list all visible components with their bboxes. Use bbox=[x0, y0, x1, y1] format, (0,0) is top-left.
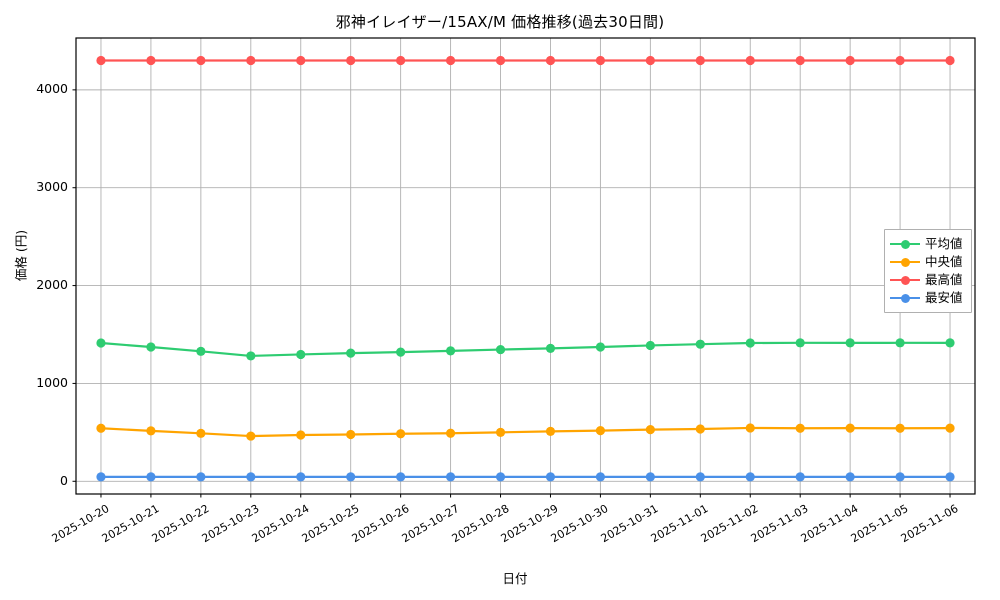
data-point bbox=[445, 428, 456, 438]
data-point bbox=[845, 338, 855, 348]
data-point bbox=[645, 425, 655, 435]
data-point bbox=[96, 55, 106, 66]
data-point bbox=[396, 55, 406, 66]
data-point bbox=[895, 472, 905, 482]
y-tick-label: 0 bbox=[60, 472, 68, 488]
data-point bbox=[645, 55, 655, 66]
data-point bbox=[495, 55, 506, 66]
series-line-0 bbox=[99, 341, 952, 358]
data-point bbox=[795, 338, 805, 348]
data-point bbox=[296, 55, 306, 66]
data-point bbox=[795, 55, 805, 66]
legend-swatch-icon bbox=[890, 255, 920, 269]
data-point bbox=[146, 426, 156, 436]
data-point bbox=[246, 431, 256, 441]
data-point bbox=[196, 346, 206, 356]
data-point bbox=[296, 349, 306, 360]
data-point bbox=[945, 472, 955, 482]
data-point bbox=[396, 472, 406, 482]
data-point bbox=[745, 423, 755, 433]
data-point bbox=[396, 347, 406, 357]
data-point bbox=[745, 472, 755, 482]
data-point bbox=[445, 55, 456, 66]
legend-item-2[interactable]: 最高値 bbox=[890, 271, 965, 289]
data-point bbox=[196, 472, 206, 482]
data-point bbox=[346, 429, 356, 440]
legend-label: 最高値 bbox=[925, 272, 963, 287]
data-point bbox=[895, 55, 905, 66]
legend-item-0[interactable]: 平均値 bbox=[890, 235, 965, 253]
chart-legend: 平均値中央値最高値最安値 bbox=[884, 229, 972, 313]
data-point bbox=[196, 55, 206, 66]
data-point bbox=[595, 55, 606, 66]
y-tick-label: 4000 bbox=[36, 81, 68, 97]
data-point bbox=[795, 423, 805, 433]
data-point bbox=[445, 346, 456, 356]
data-point bbox=[96, 423, 106, 433]
data-point bbox=[645, 472, 655, 482]
data-point bbox=[745, 338, 755, 348]
data-point bbox=[645, 340, 655, 351]
legend-label: 最安値 bbox=[925, 290, 963, 305]
data-point bbox=[346, 55, 356, 66]
data-point bbox=[146, 55, 156, 66]
legend-label: 平均値 bbox=[925, 236, 963, 251]
axes-frame bbox=[75, 37, 976, 495]
data-point bbox=[246, 351, 256, 361]
data-point bbox=[346, 472, 356, 482]
data-point bbox=[396, 429, 406, 439]
data-point bbox=[545, 343, 556, 353]
data-point bbox=[296, 430, 306, 440]
data-point bbox=[595, 425, 606, 436]
data-point bbox=[845, 423, 855, 433]
data-point bbox=[545, 472, 556, 482]
data-point bbox=[895, 338, 905, 348]
chart-title: 邪神イレイザー/15AX/M 価格推移(過去30日間) bbox=[335, 13, 665, 31]
data-point bbox=[146, 342, 156, 352]
data-point bbox=[595, 472, 606, 482]
data-point bbox=[495, 344, 506, 355]
data-point bbox=[945, 55, 955, 66]
data-point bbox=[895, 423, 905, 433]
y-tick-label: 1000 bbox=[36, 374, 68, 390]
data-point bbox=[545, 426, 556, 436]
x-axis-label: 日付 bbox=[502, 571, 528, 586]
legend-swatch-icon bbox=[890, 291, 920, 305]
data-point bbox=[795, 472, 805, 482]
data-point bbox=[196, 428, 206, 438]
data-point bbox=[445, 472, 456, 482]
data-point bbox=[495, 427, 506, 437]
data-point bbox=[246, 472, 256, 482]
data-point bbox=[745, 55, 755, 66]
legend-item-1[interactable]: 中央値 bbox=[890, 253, 965, 271]
data-point bbox=[695, 339, 705, 349]
data-point bbox=[845, 472, 855, 482]
data-point bbox=[495, 472, 506, 482]
data-point bbox=[545, 55, 556, 66]
data-point bbox=[945, 423, 955, 433]
y-tick-label: 3000 bbox=[36, 179, 68, 195]
data-point bbox=[346, 348, 356, 358]
data-point bbox=[845, 55, 855, 66]
data-point bbox=[146, 472, 156, 482]
data-point bbox=[96, 338, 106, 348]
data-point bbox=[945, 338, 955, 348]
data-point bbox=[595, 342, 606, 352]
legend-swatch-icon bbox=[890, 237, 920, 251]
data-point bbox=[296, 472, 306, 482]
data-point bbox=[695, 55, 705, 66]
data-point bbox=[695, 424, 705, 434]
legend-label: 中央値 bbox=[925, 254, 963, 269]
data-point bbox=[695, 472, 705, 482]
legend-item-3[interactable]: 最安値 bbox=[890, 289, 965, 307]
y-tick-label: 2000 bbox=[36, 277, 68, 293]
data-point bbox=[96, 472, 106, 482]
series-line-1 bbox=[99, 426, 952, 438]
data-point bbox=[246, 55, 256, 66]
legend-swatch-icon bbox=[890, 273, 920, 287]
